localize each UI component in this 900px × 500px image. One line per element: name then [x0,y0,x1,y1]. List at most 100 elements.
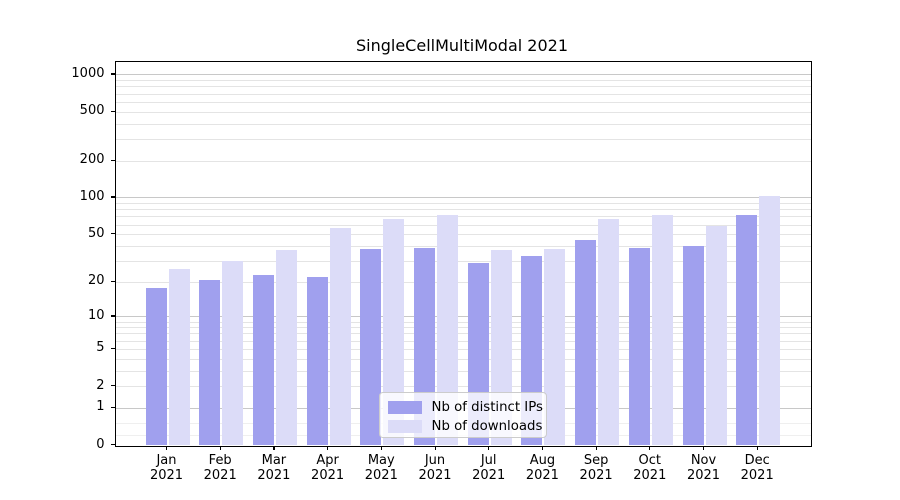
major-gridline [115,316,811,318]
bar-apr-downloads [329,227,351,446]
bar-nov-downloads [705,225,727,446]
x-tick-label: Aug 2021 [525,452,559,484]
bar-oct-downloads [651,215,673,446]
x-tick-mark [756,445,758,450]
y-tick-mark [110,315,115,317]
minor-gridline [115,348,811,350]
minor-gridline [115,281,811,283]
minor-gridline [115,80,811,82]
y-tick-label: 5 [96,340,105,356]
x-tick-label: Feb 2021 [203,452,237,484]
bar-feb-downloads [222,261,244,446]
x-tick-label: Sep 2021 [579,452,613,484]
bar-apr-distinct-ips [306,277,328,446]
x-tick-mark [273,445,275,450]
legend: Nb of distinct IPs Nb of downloads [378,392,547,438]
minor-gridline [115,93,811,95]
minor-gridline [115,160,811,162]
legend-swatch-distinct-ips [387,401,422,414]
y-tick-mark [110,233,115,235]
x-tick-mark [541,445,544,450]
legend-row: Nb of downloads [387,417,542,436]
minor-gridline [115,224,811,226]
bar-mar-distinct-ips [252,275,274,446]
y-tick-label: 2 [96,377,105,393]
y-tick-mark [110,444,115,446]
bar-mar-downloads [275,250,297,446]
minor-gridline [115,111,811,113]
minor-gridline [115,203,811,205]
x-tick-mark [380,445,382,450]
minor-gridline [115,327,811,329]
bar-may-distinct-ips [360,249,382,446]
y-tick-mark [110,280,115,282]
y-tick-mark [110,406,115,408]
minor-gridline [115,86,811,88]
minor-gridline [115,234,811,236]
y-tick-label: 1 [96,399,105,415]
bar-may-downloads [383,219,405,446]
y-tick-label: 500 [79,103,105,119]
y-tick-mark [110,385,115,387]
plot-area [114,61,812,447]
minor-gridline [115,101,811,103]
minor-gridline [115,245,811,247]
y-tick-mark [110,196,115,198]
x-tick-label: May 2021 [364,452,398,484]
minor-gridline [115,333,811,335]
y-tick-label: 100 [79,188,105,204]
minor-gridline [115,209,811,211]
minor-gridline [115,260,811,262]
minor-gridline [115,386,811,388]
bar-oct-distinct-ips [628,247,650,446]
minor-gridline [115,123,811,125]
bar-feb-distinct-ips [199,279,221,446]
y-tick-label: 0 [96,436,105,452]
y-tick-label: 1000 [71,65,105,81]
minor-gridline [115,340,811,342]
x-tick-mark [219,445,221,450]
minor-gridline [115,138,811,140]
x-tick-label: Jul 2021 [472,452,506,484]
legend-label-distinct-ips: Nb of distinct IPs [431,400,543,415]
major-gridline [115,74,811,76]
x-tick-label: Jan 2021 [149,452,184,484]
x-tick-label: Oct 2021 [633,452,667,484]
x-tick-label: Dec 2021 [740,452,774,484]
bar-dec-downloads [759,195,781,446]
y-tick-mark [110,159,115,161]
bar-jan-downloads [168,268,190,446]
legend-label-downloads: Nb of downloads [431,419,543,434]
bar-sep-downloads [598,219,620,446]
x-tick-mark [327,445,329,450]
y-tick-label: 200 [79,152,105,168]
x-tick-mark [434,445,436,450]
bar-dec-distinct-ips [736,215,758,446]
major-gridline [115,197,811,199]
minor-gridline [115,321,811,323]
minor-gridline [115,370,811,372]
y-tick-label: 10 [87,307,105,323]
x-tick-label: Jun 2021 [418,452,452,484]
x-tick-label: Nov 2021 [686,452,721,484]
x-tick-label: Apr 2021 [311,452,345,484]
x-tick-mark [703,445,705,450]
y-tick-mark [110,73,115,75]
bar-aug-downloads [544,249,566,446]
y-tick-label: 50 [87,225,105,241]
bar-nov-distinct-ips [682,246,704,446]
y-tick-label: 20 [87,273,105,289]
legend-row: Nb of distinct IPs [387,398,543,417]
bar-sep-distinct-ips [575,240,597,446]
x-tick-mark [595,445,597,450]
y-tick-mark [110,110,115,112]
x-tick-label: Mar 2021 [257,452,291,484]
x-tick-mark [649,445,651,450]
x-tick-mark [488,445,490,450]
y-tick-mark [110,347,115,350]
legend-swatch-downloads [387,420,422,433]
chart-title: SingleCellMultiModal 2021 [355,36,568,55]
minor-gridline [115,216,811,218]
bar-jun-downloads [437,215,458,446]
